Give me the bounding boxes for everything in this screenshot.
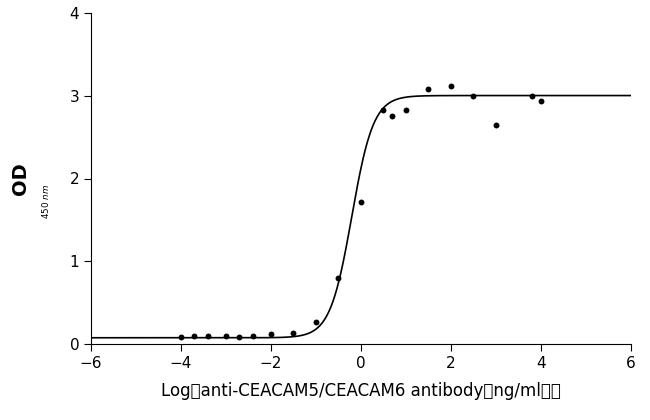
Text: $_{450\ nm}$: $_{450\ nm}$: [38, 184, 51, 219]
Text: OD: OD: [11, 162, 31, 195]
Point: [234, 333, 244, 340]
Point: [400, 106, 411, 113]
Point: [333, 275, 343, 281]
Point: [526, 92, 537, 99]
Point: [468, 92, 478, 99]
Point: [536, 98, 546, 105]
Point: [288, 329, 298, 336]
Point: [445, 82, 456, 89]
Point: [387, 113, 397, 120]
Point: [311, 319, 321, 326]
Point: [266, 331, 276, 338]
Point: [423, 86, 434, 92]
Point: [203, 333, 213, 339]
Point: [189, 333, 200, 339]
Point: [356, 198, 366, 205]
Point: [248, 333, 258, 339]
Point: [176, 333, 186, 340]
Point: [220, 333, 231, 339]
X-axis label: Log（anti-CEACAM5/CEACAM6 antibody（ng/ml））: Log（anti-CEACAM5/CEACAM6 antibody（ng/ml）…: [161, 382, 561, 400]
Point: [490, 121, 501, 128]
Point: [378, 107, 389, 114]
